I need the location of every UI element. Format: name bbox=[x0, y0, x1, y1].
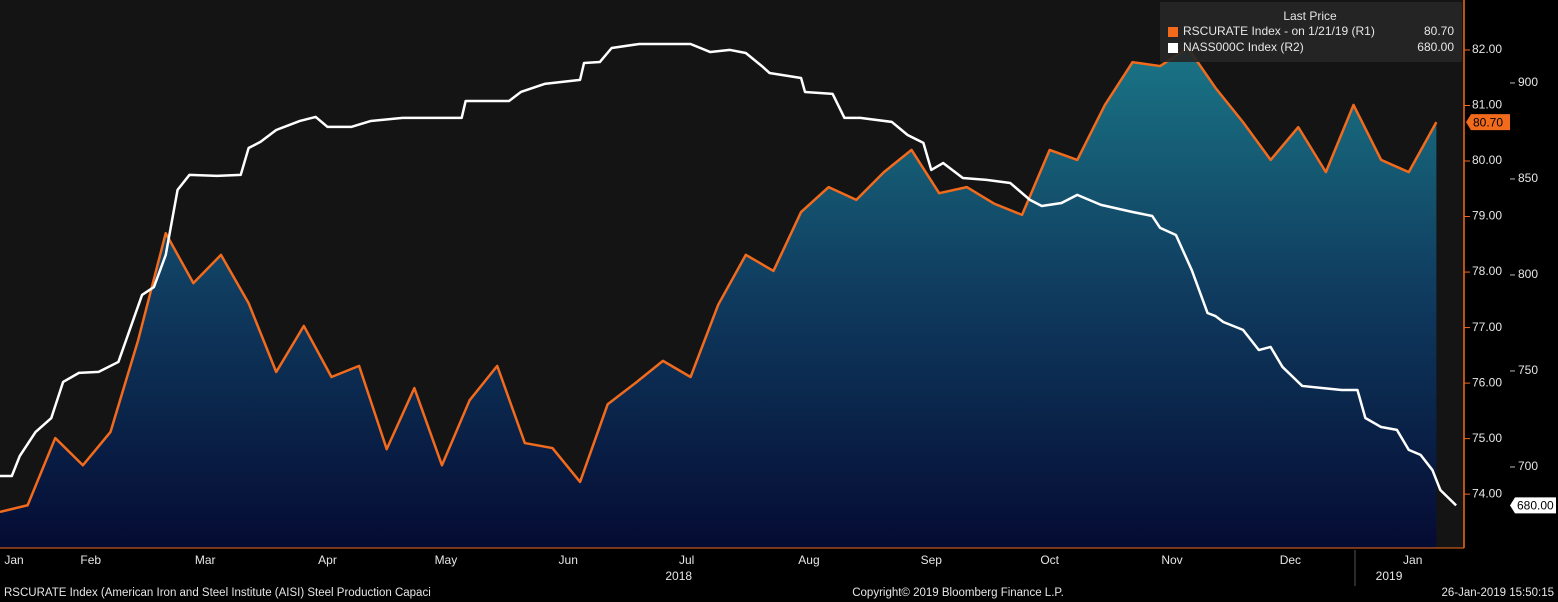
legend-title: Last Price bbox=[1283, 9, 1337, 23]
last-price-label: 680.00 bbox=[1517, 499, 1554, 513]
y-tick-label: 79.00 bbox=[1472, 209, 1502, 223]
copyright: Copyright© 2019 Bloomberg Finance L.P. bbox=[852, 587, 1064, 599]
y2-tick-label: 850 bbox=[1518, 171, 1538, 185]
legend-box bbox=[1160, 2, 1462, 62]
legend-swatch bbox=[1168, 43, 1178, 53]
legend-label: NASS000C Index (R2) bbox=[1183, 40, 1304, 54]
legend-label: RSCURATE Index - on 1/21/19 (R1) bbox=[1183, 24, 1375, 38]
y2-tick-label: 800 bbox=[1518, 267, 1538, 281]
x-tick-label: Mar bbox=[195, 553, 216, 567]
x-tick-label: Jun bbox=[559, 553, 578, 567]
y-tick-label: 74.00 bbox=[1472, 486, 1502, 500]
x-tick-label: Feb bbox=[80, 553, 101, 567]
legend: Last Price bbox=[1160, 2, 1462, 62]
x-tick-label: May bbox=[435, 553, 458, 567]
x-tick-label: Dec bbox=[1280, 553, 1301, 567]
x-tick-label: Nov bbox=[1161, 553, 1182, 567]
area bbox=[0, 47, 1437, 549]
line bbox=[0, 42, 1457, 507]
y-tick-label: 82.00 bbox=[1472, 42, 1502, 56]
y2-tick-label: 750 bbox=[1518, 363, 1538, 377]
x-tick-label: Sep bbox=[921, 553, 943, 567]
y-tick-label: 81.00 bbox=[1472, 98, 1502, 112]
x-year-label: 2018 bbox=[665, 569, 692, 583]
x-tick-label: Apr bbox=[318, 553, 337, 567]
x-tick-label: Jul bbox=[679, 553, 694, 567]
last-price-flag bbox=[1466, 114, 1510, 131]
last-price-flag bbox=[1510, 497, 1556, 514]
y-tick-label: 80.00 bbox=[1472, 153, 1502, 167]
y-tick-label: 76.00 bbox=[1472, 375, 1502, 389]
legend-swatch bbox=[1168, 27, 1178, 37]
x-tick-label: Jan bbox=[4, 553, 23, 567]
y2-tick-label: 900 bbox=[1518, 75, 1538, 89]
y-tick-label: 78.00 bbox=[1472, 264, 1502, 278]
legend-value: 680.00 bbox=[1417, 40, 1454, 54]
timestamp: 26-Jan-2019 15:50:15 bbox=[1441, 587, 1554, 599]
legend-value: 80.70 bbox=[1424, 24, 1454, 38]
x-tick-label: Jan bbox=[1403, 553, 1422, 567]
x-tick-label: Oct bbox=[1040, 553, 1059, 567]
y-tick-label: 77.00 bbox=[1472, 320, 1502, 334]
last-price-label: 80.70 bbox=[1473, 115, 1503, 129]
y-tick-label: 75.00 bbox=[1472, 431, 1502, 445]
x-tick-label: Aug bbox=[798, 553, 819, 567]
x-year-label: 2019 bbox=[1376, 569, 1403, 583]
footnote: RSCURATE Index (American Iron and Steel … bbox=[4, 587, 431, 599]
y2-tick-label: 700 bbox=[1518, 459, 1538, 473]
